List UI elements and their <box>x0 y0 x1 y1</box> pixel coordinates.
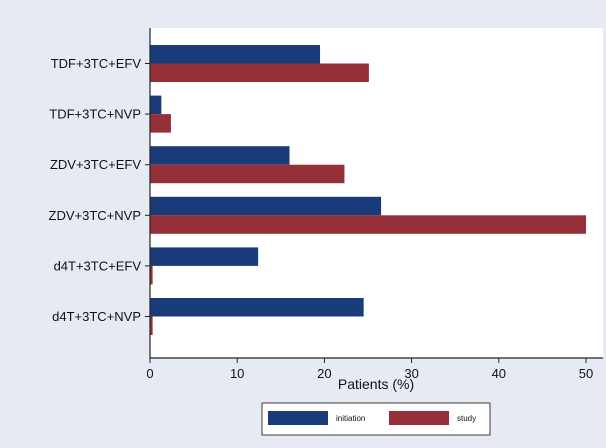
x-tick-label: 10 <box>230 366 244 381</box>
legend-label-study: study <box>457 414 476 423</box>
y-tick-label: TDF+3TC+NVP <box>49 107 141 122</box>
bar-study-0 <box>150 63 369 82</box>
bar-initiation-3 <box>150 196 382 216</box>
x-tick-label: 20 <box>317 366 331 381</box>
bar-initiation-4 <box>150 247 259 266</box>
legend-label-initiation: initiation <box>336 414 365 423</box>
y-tick-label: ZDV+3TC+EFV <box>50 157 141 172</box>
x-tick-label: 50 <box>579 366 593 381</box>
y-tick-label: d4T+3TC+EFV <box>54 258 142 273</box>
y-tick-label: TDF+3TC+EFV <box>51 56 142 71</box>
bar-initiation-1 <box>150 95 162 115</box>
legend-swatch-study <box>389 411 449 425</box>
legend-swatch-initiation <box>268 411 328 425</box>
bar-study-4 <box>150 265 153 285</box>
bar-initiation-2 <box>150 146 290 165</box>
bar-initiation-0 <box>150 45 321 64</box>
legend: initiation study <box>261 402 491 436</box>
bar-study-3 <box>150 215 586 234</box>
x-tick-label: 40 <box>492 366 506 381</box>
x-tick-label: 30 <box>404 366 418 381</box>
y-tick-label: d4T+3TC+NVP <box>52 309 141 324</box>
bar-study-2 <box>150 164 345 184</box>
bar-study-1 <box>150 114 171 133</box>
x-axis-title: Patients (%) <box>338 376 414 392</box>
y-tick-label: ZDV+3TC+NVP <box>49 208 141 223</box>
bar-initiation-5 <box>150 298 364 317</box>
x-tick-label: 0 <box>146 366 153 381</box>
bar-study-5 <box>150 316 153 335</box>
